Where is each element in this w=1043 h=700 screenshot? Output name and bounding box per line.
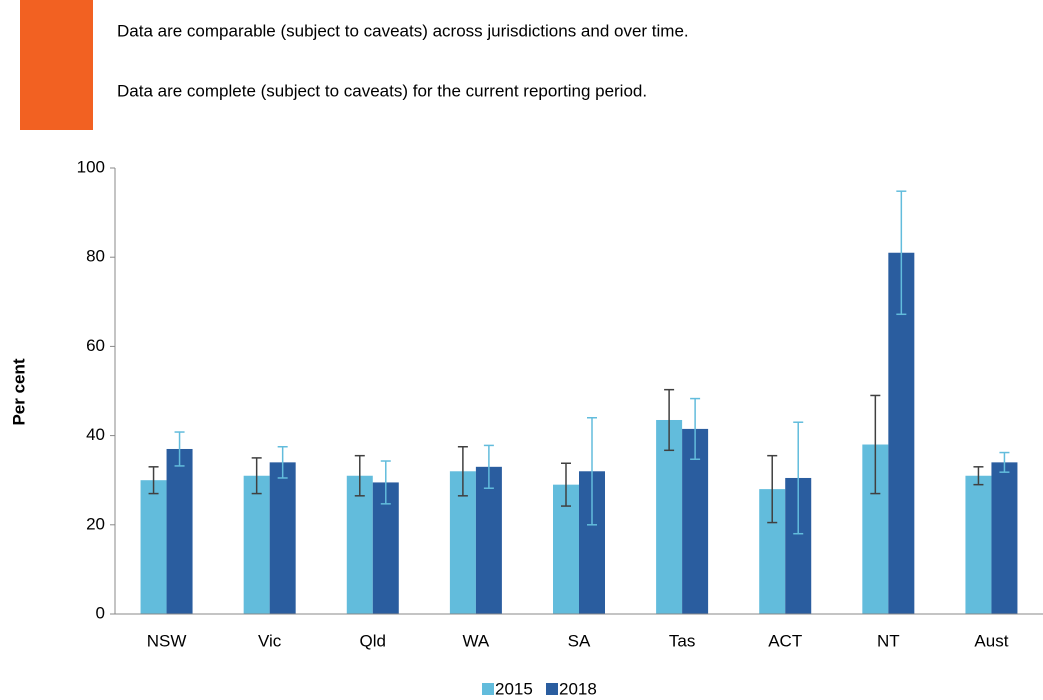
bar bbox=[269, 462, 296, 614]
header-line: Data are complete (subject to caveats) f… bbox=[117, 81, 647, 100]
error-bar bbox=[457, 446, 468, 497]
legend-label: 2018 bbox=[559, 679, 597, 698]
x-tick-label: WA bbox=[463, 631, 490, 650]
error-bar bbox=[896, 190, 907, 316]
x-tick-label: ACT bbox=[768, 631, 802, 650]
x-tick-label: SA bbox=[568, 631, 591, 650]
error-bar bbox=[277, 446, 288, 479]
error-bar bbox=[380, 460, 391, 505]
bar bbox=[140, 480, 167, 614]
legend-label: 2015 bbox=[495, 679, 533, 698]
x-tick-label: NT bbox=[877, 631, 900, 650]
bar bbox=[243, 475, 270, 614]
error-bar bbox=[174, 431, 185, 467]
error-bar bbox=[148, 466, 159, 495]
badge bbox=[20, 0, 93, 130]
y-axis-label: Per cent bbox=[9, 358, 28, 425]
bar bbox=[346, 475, 373, 614]
error-bar bbox=[483, 444, 494, 489]
bar bbox=[475, 466, 502, 614]
legend-swatch bbox=[482, 683, 494, 695]
header-line: Data are comparable (subject to caveats)… bbox=[117, 21, 689, 40]
error-bar bbox=[793, 421, 804, 535]
y-tick-label: 60 bbox=[86, 336, 105, 355]
error-bar bbox=[251, 457, 262, 495]
error-bar bbox=[973, 466, 984, 486]
y-tick-label: 80 bbox=[86, 247, 105, 266]
error-bar bbox=[587, 417, 597, 526]
bar bbox=[656, 419, 683, 614]
x-tick-label: Vic bbox=[258, 631, 282, 650]
y-tick-label: 0 bbox=[96, 603, 105, 622]
error-bar bbox=[999, 451, 1010, 473]
y-tick-label: 40 bbox=[86, 425, 105, 444]
error-bar bbox=[354, 454, 365, 497]
error-bar bbox=[664, 388, 675, 452]
error-bar bbox=[561, 462, 571, 507]
y-tick-label: 20 bbox=[86, 514, 105, 533]
error-bar bbox=[767, 454, 778, 524]
x-tick-label: Tas bbox=[669, 631, 695, 650]
legend-swatch bbox=[546, 683, 558, 695]
bar bbox=[166, 448, 193, 614]
x-tick-label: NSW bbox=[147, 631, 187, 650]
y-tick-label: 100 bbox=[77, 157, 105, 176]
x-tick-label: Qld bbox=[360, 631, 386, 650]
error-bar bbox=[870, 394, 881, 495]
x-tick-label: Aust bbox=[974, 631, 1008, 650]
error-bar bbox=[690, 397, 701, 460]
bar bbox=[965, 475, 992, 614]
bar bbox=[991, 462, 1018, 614]
